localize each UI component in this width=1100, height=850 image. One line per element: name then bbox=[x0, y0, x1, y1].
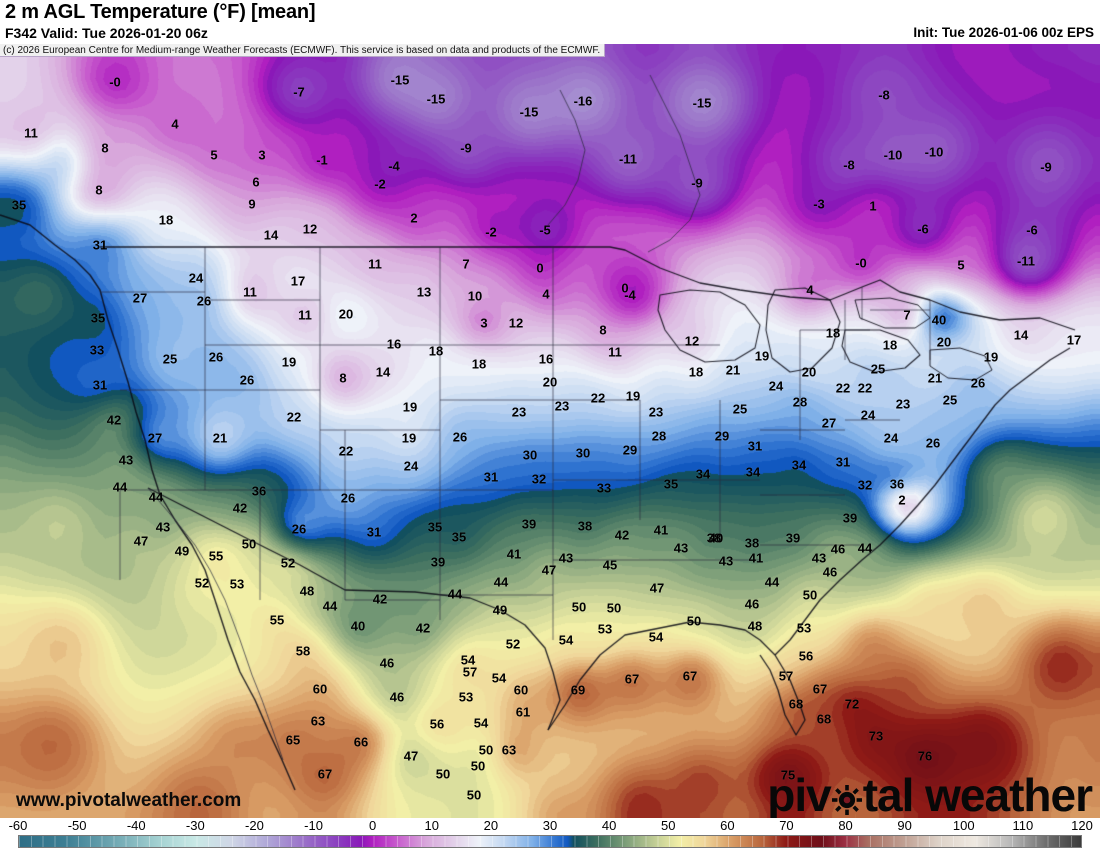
ecmwf-copyright-notice: (c) 2026 European Centre for Medium-rang… bbox=[0, 44, 605, 57]
colorbar-tick: -20 bbox=[245, 818, 264, 833]
colorbar-tick: 20 bbox=[483, 818, 499, 833]
colorbar-tick: -30 bbox=[185, 818, 205, 833]
colorbar-tick: 30 bbox=[542, 818, 558, 833]
colorbar[interactable]: -60 -50 -40 -30 -20 -10 0 10 20 30 40 50 60 70 80 90 100… bbox=[0, 818, 1100, 850]
colorbar-tick: -40 bbox=[126, 818, 146, 833]
colorbar-tick: -10 bbox=[304, 818, 323, 833]
colorbar-tick: 80 bbox=[838, 818, 853, 833]
valid-time-label: F342 Valid: Tue 2026-01-20 06z bbox=[5, 25, 208, 41]
colorbar-bin-separators bbox=[19, 836, 1081, 847]
header: 2 m AGL Temperature (°F) [mean] F342 Val… bbox=[0, 0, 1100, 44]
temperature-field-canvas bbox=[0, 44, 1100, 818]
brand-text-part1: piv bbox=[767, 769, 831, 818]
pivotal-weather-logo: piv bbox=[767, 768, 1093, 818]
colorbar-tick: 60 bbox=[720, 818, 735, 833]
brand-text-part2: tal weather bbox=[862, 769, 1093, 818]
colorbar-tick-labels: -60 -50 -40 -30 -20 -10 0 10 20 30 40 50 60 70 80 90 100… bbox=[0, 818, 1100, 835]
temperature-map[interactable]: -0 -7 -15 -15 -15 -16 -15 -8 11 8 4 5 3 -1 -4 -9 -11 -8 -1… bbox=[0, 44, 1100, 818]
gear-sun-icon bbox=[831, 772, 862, 815]
page-title: 2 m AGL Temperature (°F) [mean] bbox=[5, 1, 316, 23]
colorbar-tick: -50 bbox=[67, 818, 87, 833]
colorbar-gradient-fill bbox=[19, 836, 1081, 847]
colorbar-tick: 110 bbox=[1012, 818, 1034, 833]
colorbar-tick: 100 bbox=[952, 818, 975, 833]
init-time-label: Init: Tue 2026-01-06 00z EPS bbox=[913, 25, 1094, 40]
colorbar-tick: 40 bbox=[601, 818, 617, 833]
colorbar-tick: 120 bbox=[1071, 818, 1093, 833]
colorbar-tick: 90 bbox=[897, 818, 912, 833]
colorbar-tick: 70 bbox=[779, 818, 794, 833]
colorbar-tick: 10 bbox=[424, 818, 439, 833]
colorbar-tick: 50 bbox=[660, 818, 676, 833]
colorbar-tick: 0 bbox=[369, 818, 377, 833]
site-url-watermark: www.pivotalweather.com bbox=[16, 790, 242, 811]
colorbar-tick: -60 bbox=[8, 818, 28, 833]
colorbar-gradient bbox=[18, 835, 1082, 848]
